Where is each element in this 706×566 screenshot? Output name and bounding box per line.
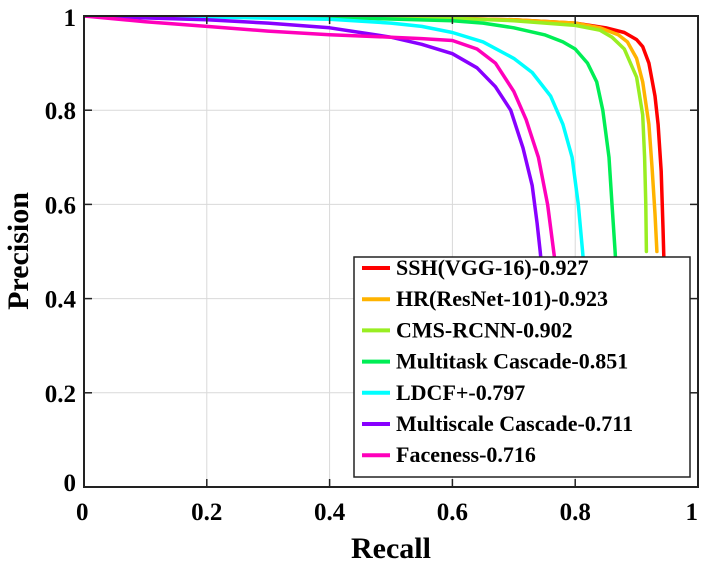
legend-label-faceness-0-716: Faceness-0.716 xyxy=(396,442,536,467)
x-tick-label: 0 xyxy=(76,499,89,526)
x-tick-label: 0.2 xyxy=(191,499,222,526)
y-tick-label: 0.2 xyxy=(45,381,76,408)
tick-labels: 0 0.2 0.4 0.6 0.8 1 0 0.2 0.4 0.6 0.8 1 xyxy=(45,5,698,526)
legend-label-hr-resnet-101-0-923: HR(ResNet-101)-0.923 xyxy=(396,286,608,311)
legend: SSH(VGG-16)-0.927 HR(ResNet-101)-0.923 CMS… xyxy=(353,255,691,478)
y-tick-label: 0.4 xyxy=(45,287,77,314)
x-tick-label: 0.4 xyxy=(314,499,346,526)
series-layer xyxy=(84,16,666,381)
y-tick-label: 0.6 xyxy=(45,192,76,219)
x-tick-label: 0.8 xyxy=(560,499,591,526)
series-line-multitask-cascade-0-851 xyxy=(84,16,619,287)
x-tick-label: 1 xyxy=(686,499,699,526)
y-tick-label: 0.8 xyxy=(45,98,76,125)
x-tick-label: 0.6 xyxy=(437,499,468,526)
x-axis-title: Recall xyxy=(351,532,431,565)
legend-label-ldcf-0-797: LDCF+-0.797 xyxy=(396,380,525,405)
grid-lines xyxy=(83,15,699,488)
plot-frame xyxy=(83,15,699,488)
series-line-faceness-0-716 xyxy=(84,16,559,277)
legend-label-cms-rcnn-0-902: CMS-RCNN-0.902 xyxy=(396,317,573,342)
legend-label-ssh-vgg-16-0-927: SSH(VGG-16)-0.927 xyxy=(396,255,589,280)
legend-label-multiscale-cascade-0-711: Multiscale Cascade-0.711 xyxy=(396,411,633,436)
series-line-multiscale-cascade-0-711 xyxy=(84,16,544,273)
axis-ticks xyxy=(83,15,699,488)
y-axis-title: Precision xyxy=(2,192,35,310)
legend-label-multitask-cascade-0-851: Multitask Cascade-0.851 xyxy=(396,349,628,374)
y-tick-label: 0 xyxy=(64,470,77,497)
legend-box xyxy=(353,256,691,478)
y-tick-label: 1 xyxy=(64,5,77,32)
